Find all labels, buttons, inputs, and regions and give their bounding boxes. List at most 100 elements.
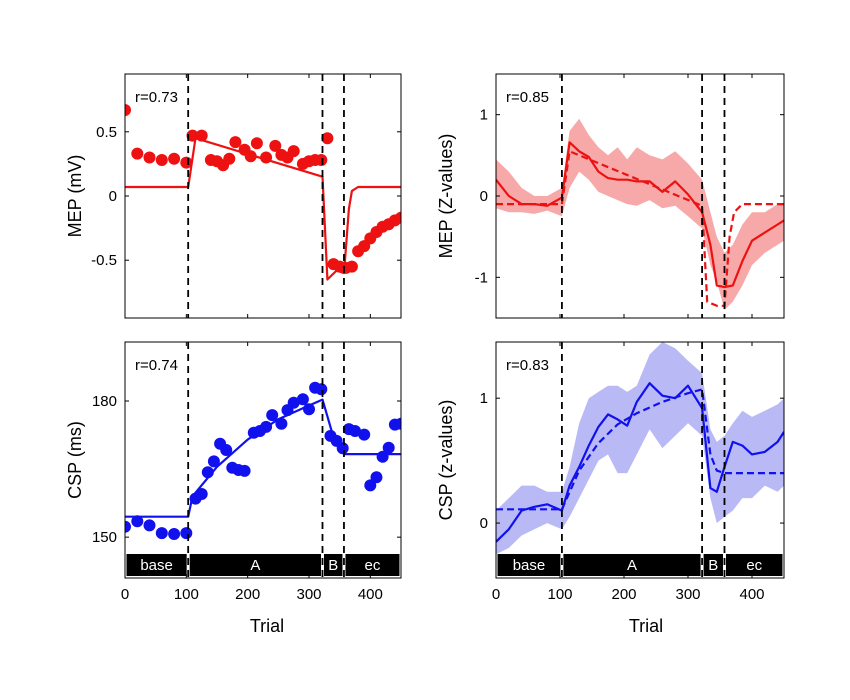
- data-point: [229, 136, 242, 149]
- data-point: [370, 471, 383, 484]
- data-point: [250, 137, 263, 150]
- y-tick-label: 0.5: [96, 124, 117, 141]
- data-point: [296, 393, 309, 406]
- phase-label: ec: [746, 557, 762, 574]
- y-tick-label: -1: [475, 269, 488, 286]
- data-point: [155, 154, 168, 166]
- axes-frame: [124, 341, 402, 579]
- phase-label: B: [708, 557, 718, 574]
- axes-frame: [495, 341, 785, 579]
- y-axis-label: MEP (Z-values): [436, 134, 456, 259]
- confidence-band: [496, 342, 784, 555]
- data-point: [382, 441, 395, 454]
- panel-mep_raw: -0.5 0 0.5 r=0.73 MEP (mV): [65, 73, 402, 319]
- x-tick-label: 100: [547, 586, 572, 603]
- correlation-label: r=0.83: [506, 357, 549, 374]
- phase-block-ec: [345, 554, 400, 576]
- data-point: [143, 151, 156, 164]
- data-point: [180, 156, 193, 169]
- fit-line: [496, 382, 784, 543]
- data-point: [168, 152, 181, 165]
- phase-label: A: [250, 557, 260, 574]
- data-point: [315, 154, 328, 166]
- model-fit-dashed-line: [496, 150, 784, 307]
- phase-label: base: [140, 557, 173, 574]
- y-tick-label: 180: [92, 393, 117, 410]
- phase-block-ec: [725, 554, 783, 576]
- x-tick-label: 400: [358, 586, 383, 603]
- phase-block-A: [563, 554, 701, 576]
- correlation-label: r=0.85: [506, 89, 549, 106]
- fit-line: [125, 137, 401, 281]
- data-point: [143, 519, 156, 532]
- x-tick-label: 200: [611, 586, 636, 603]
- data-point: [223, 152, 236, 165]
- data-point: [349, 425, 361, 437]
- x-tick-label: 300: [296, 586, 321, 603]
- phase-block-B: [323, 554, 343, 576]
- x-axis-label: Trial: [629, 616, 663, 636]
- y-tick-label: 0: [109, 188, 117, 205]
- data-point: [287, 396, 300, 409]
- data-point: [168, 528, 181, 540]
- data-point: [269, 139, 282, 152]
- x-tick-label: 100: [174, 586, 199, 603]
- data-point: [395, 211, 401, 224]
- phase-block-A: [189, 554, 321, 576]
- y-tick-label: 150: [92, 529, 117, 546]
- axes-frame: [124, 73, 402, 319]
- data-point: [125, 104, 131, 116]
- phase-block-base: [126, 554, 187, 576]
- fit-line: [125, 398, 401, 518]
- data-point: [266, 409, 279, 422]
- y-tick-label: -0.5: [91, 252, 117, 269]
- x-tick-label: 300: [675, 586, 700, 603]
- y-tick-label: 1: [480, 390, 488, 407]
- data-point: [345, 260, 358, 273]
- model-fit-dashed-line: [496, 388, 784, 511]
- phase-label: base: [513, 557, 546, 574]
- data-point: [275, 417, 288, 430]
- data-point: [238, 464, 251, 477]
- x-tick-label: 0: [492, 586, 500, 603]
- phase-block-base: [497, 554, 561, 576]
- data-point: [315, 383, 328, 396]
- x-tick-label: 200: [235, 586, 260, 603]
- phase-label: B: [328, 557, 338, 574]
- data-point: [131, 147, 144, 160]
- confidence-band: [496, 118, 784, 310]
- plot-area: [496, 118, 784, 310]
- y-tick-label: 0: [480, 188, 488, 205]
- data-point: [131, 515, 144, 528]
- x-axis-label: Trial: [250, 616, 284, 636]
- plot-area: [125, 104, 401, 281]
- x-tick-label: 400: [739, 586, 764, 603]
- data-point: [395, 417, 401, 430]
- data-point: [321, 132, 334, 145]
- panel-mep_z: -1 0 1 r=0.85 MEP (Z-values): [436, 73, 785, 319]
- y-axis-label: MEP (mV): [65, 155, 85, 238]
- y-axis-label: CSP (ms): [65, 421, 85, 499]
- data-point: [358, 428, 371, 441]
- data-point: [180, 527, 193, 540]
- data-point: [155, 527, 168, 540]
- data-point: [220, 444, 233, 456]
- correlation-label: r=0.73: [135, 89, 178, 106]
- y-axis-label: CSP (z-values): [436, 400, 456, 521]
- data-point: [207, 455, 220, 468]
- data-point: [195, 488, 208, 500]
- phase-block-B: [703, 554, 723, 576]
- phase-label: ec: [365, 557, 381, 574]
- correlation-label: r=0.74: [135, 357, 178, 374]
- y-tick-label: 0: [480, 515, 488, 532]
- y-tick-label: 1: [480, 107, 488, 124]
- data-point: [364, 479, 377, 492]
- data-point: [125, 520, 131, 533]
- phase-label: A: [627, 557, 637, 574]
- x-tick-label: 0: [121, 586, 129, 603]
